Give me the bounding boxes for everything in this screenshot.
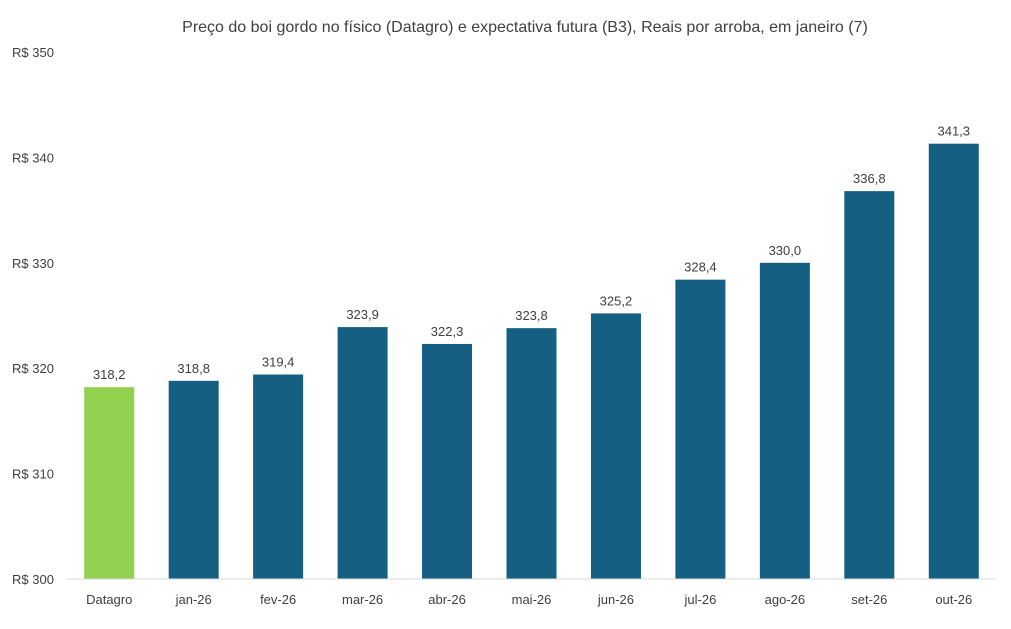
y-axis-labels: R$ 300 R$ 310 R$ 320 R$ 330 R$ 340 R$ 350 bbox=[12, 45, 54, 587]
x-tick-label: mai-26 bbox=[512, 592, 552, 607]
data-label: 330,0 bbox=[769, 243, 802, 258]
y-tick-label: R$ 300 bbox=[12, 572, 54, 587]
bar-set-26 bbox=[844, 191, 895, 580]
x-tick-label: ago-26 bbox=[765, 592, 805, 607]
y-tick-label: R$ 350 bbox=[12, 45, 54, 60]
x-axis-labels: Datagro jan-26 fev-26 mar-26 abr-26 mai-26 jun… bbox=[86, 592, 972, 607]
data-label: 336,8 bbox=[853, 171, 886, 186]
data-label: 322,3 bbox=[431, 324, 464, 339]
data-labels: 318,2 318,8 319,4 323,9 322,3 323,8 325,2 328,4… bbox=[93, 124, 970, 382]
chart-title: Preço do boi gordo no físico (Datagro) e… bbox=[182, 19, 868, 36]
y-tick-label: R$ 330 bbox=[12, 256, 54, 271]
data-label: 318,2 bbox=[93, 367, 126, 382]
bar-ago-26 bbox=[759, 262, 810, 579]
data-label: 328,4 bbox=[684, 260, 717, 275]
data-label: 325,2 bbox=[600, 293, 633, 308]
x-tick-label: abr-26 bbox=[428, 592, 466, 607]
x-tick-label: fev-26 bbox=[260, 592, 296, 607]
x-tick-label: jul-26 bbox=[684, 592, 717, 607]
data-label: 323,8 bbox=[515, 308, 548, 323]
bar-jul-26 bbox=[675, 279, 726, 579]
y-tick-label: R$ 310 bbox=[12, 467, 54, 482]
bar-mai-26 bbox=[506, 328, 557, 579]
x-tick-label: jan-26 bbox=[175, 592, 212, 607]
bar-jun-26 bbox=[590, 313, 641, 579]
bars bbox=[84, 143, 979, 580]
y-tick-label: R$ 320 bbox=[12, 361, 54, 376]
data-label: 319,4 bbox=[262, 355, 295, 370]
bar-jan-26 bbox=[168, 380, 219, 579]
x-tick-label: out-26 bbox=[935, 592, 972, 607]
bar-out-26 bbox=[928, 143, 979, 579]
data-label: 341,3 bbox=[937, 124, 970, 139]
x-tick-label: Datagro bbox=[86, 592, 132, 607]
bar-Datagro bbox=[84, 387, 135, 579]
bar-mar-26 bbox=[337, 327, 388, 579]
bar-fev-26 bbox=[253, 374, 304, 579]
data-label: 323,9 bbox=[346, 307, 379, 322]
data-label: 318,8 bbox=[177, 361, 210, 376]
x-tick-label: set-26 bbox=[851, 592, 887, 607]
y-tick-label: R$ 340 bbox=[12, 150, 54, 165]
x-tick-label: jun-26 bbox=[597, 592, 634, 607]
bar-abr-26 bbox=[422, 343, 473, 579]
x-tick-label: mar-26 bbox=[342, 592, 383, 607]
